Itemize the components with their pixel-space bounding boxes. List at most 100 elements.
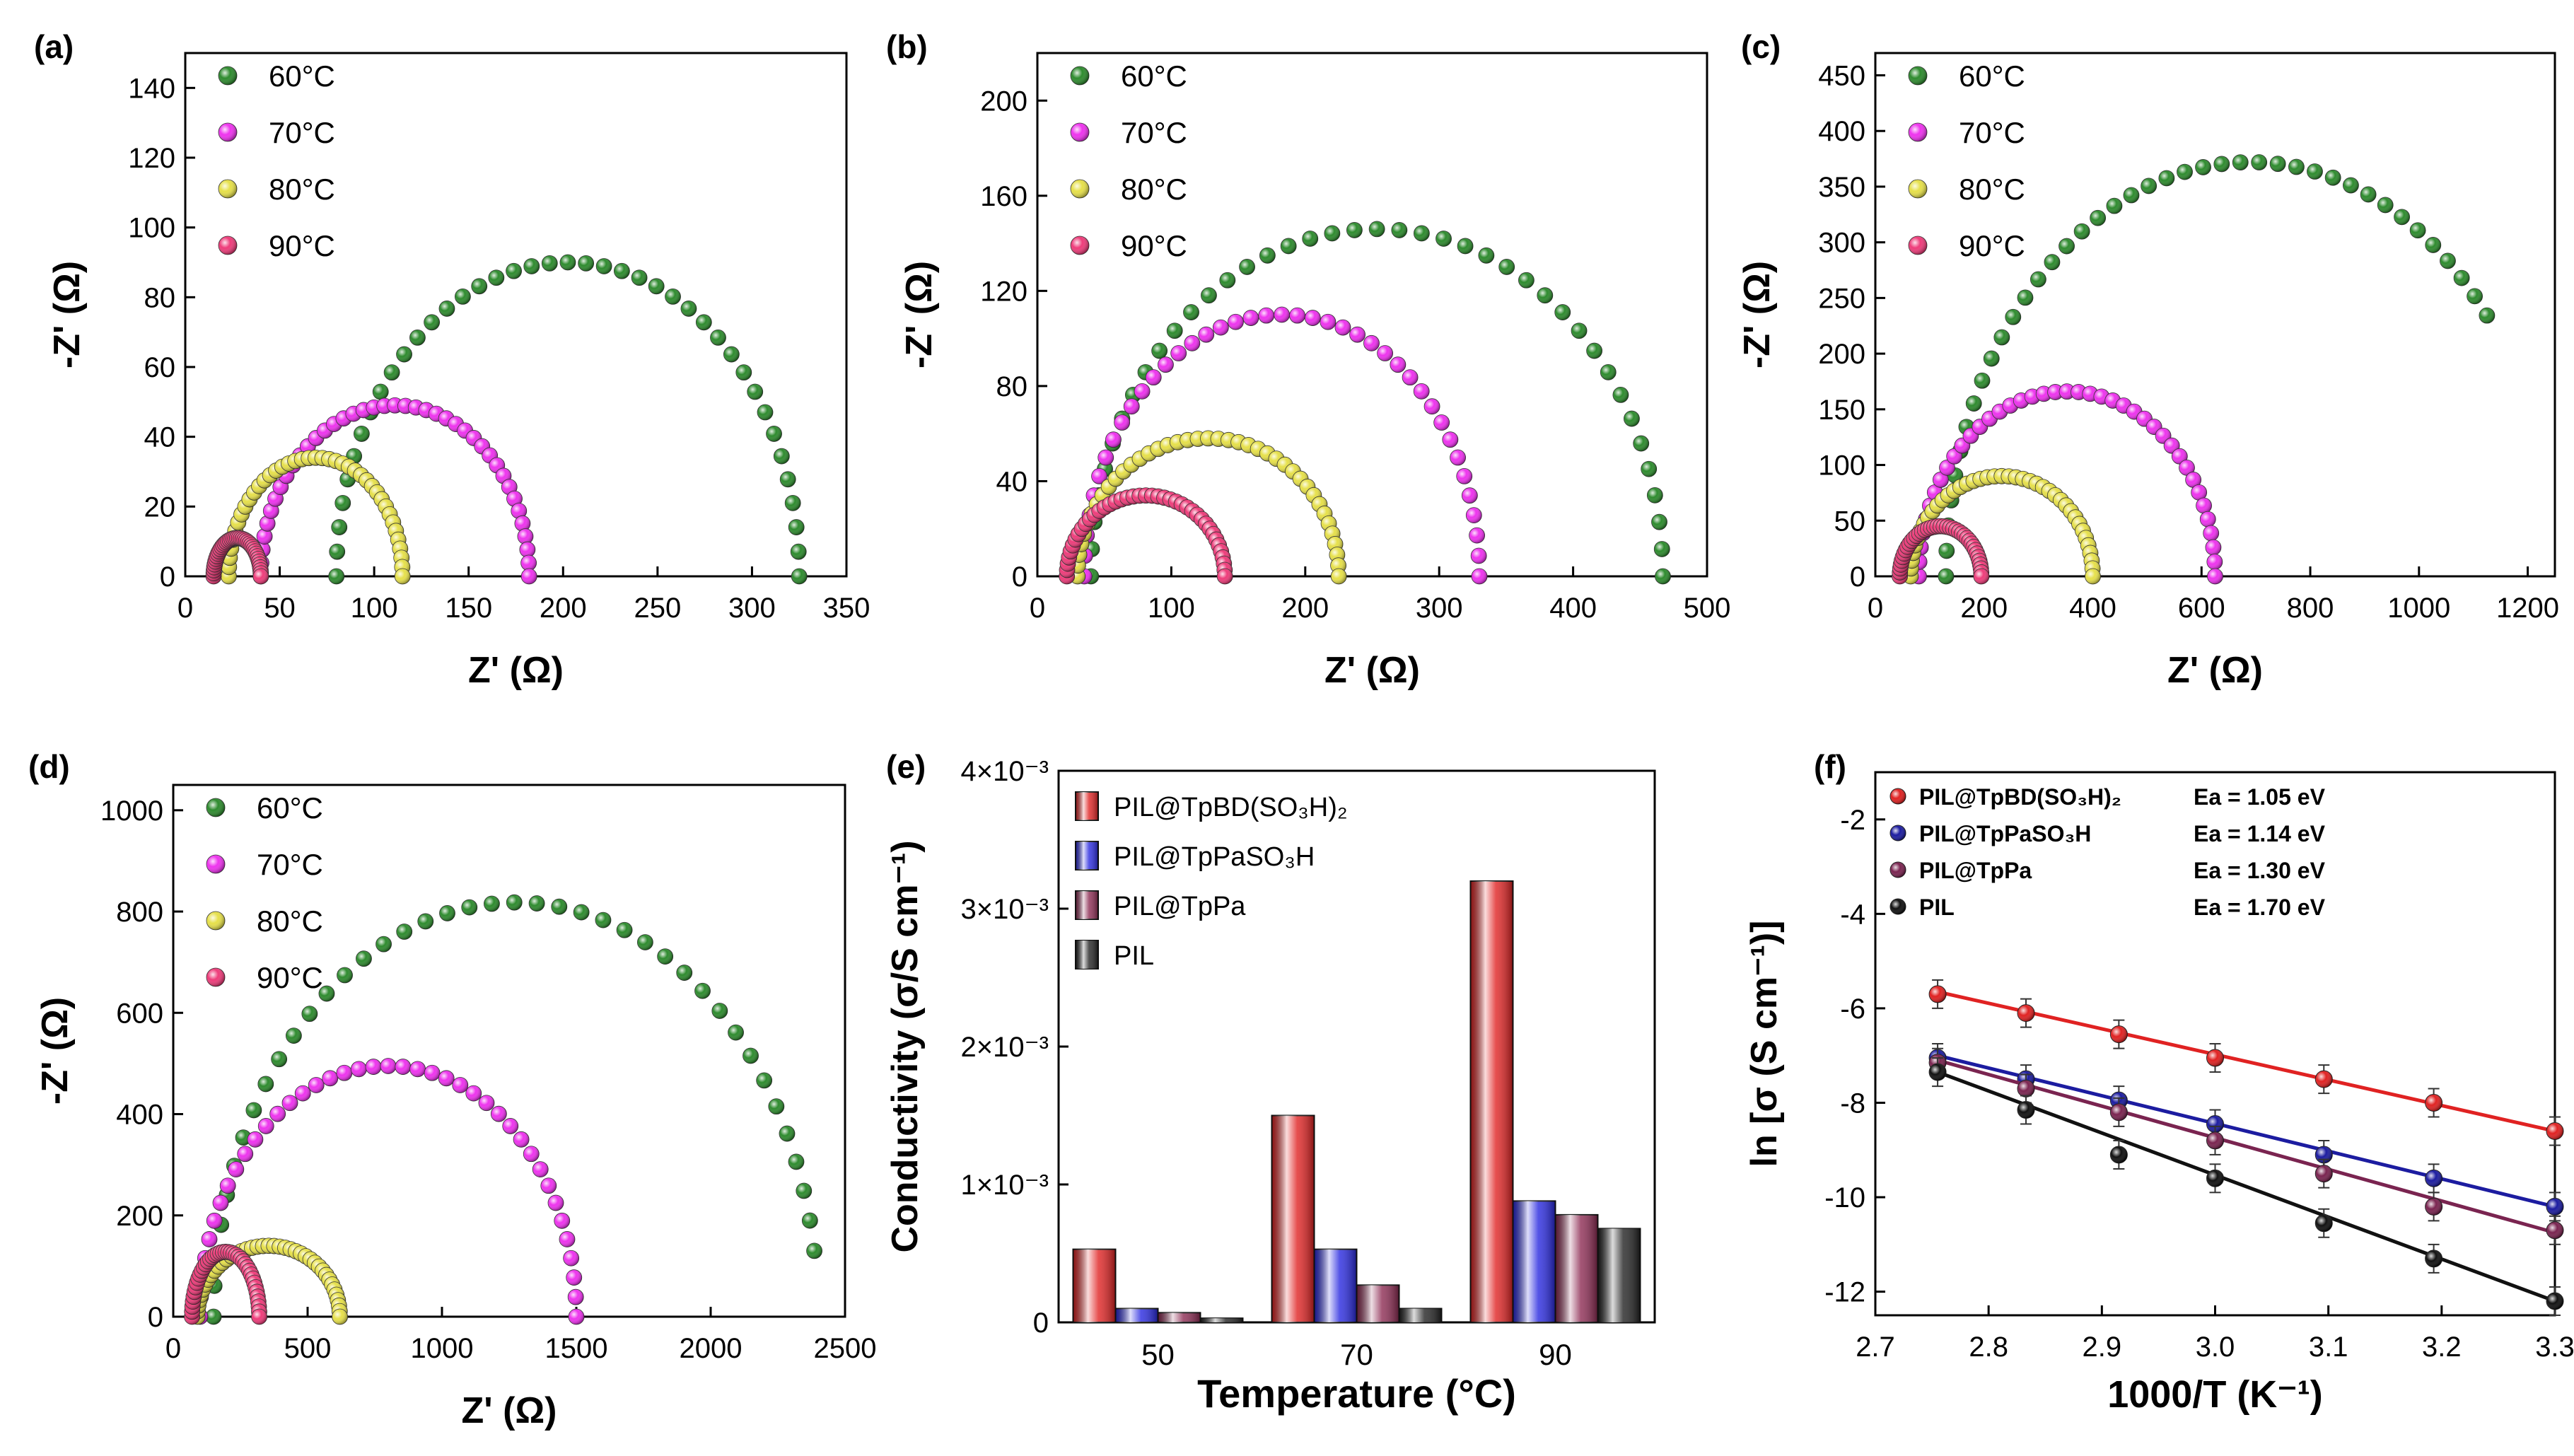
data-point-shade	[269, 1106, 286, 1122]
data-point-shade	[2377, 197, 2394, 213]
y-tick-label: 600	[116, 998, 163, 1029]
data-point-shade	[2325, 170, 2341, 186]
data-point-shade	[1302, 231, 1318, 247]
series-4	[184, 1243, 268, 1325]
y-tick-label: 160	[980, 181, 1027, 212]
data-point-shade	[336, 1065, 352, 1081]
data-point-shade	[2251, 154, 2267, 170]
legend-marker-shade	[1909, 180, 1927, 198]
x-tick-label: 2500	[814, 1333, 877, 1364]
series-4	[1928, 1057, 2564, 1316]
data-point-shade	[1966, 395, 1982, 412]
data-point-shade	[523, 1146, 540, 1162]
x-tick-label: 50	[1141, 1338, 1175, 1371]
data-point-shade	[337, 967, 353, 984]
data-point-shade	[484, 896, 500, 912]
bar-shade	[1314, 1249, 1357, 1322]
data-point-shade	[301, 1006, 318, 1022]
y-tick-label: 150	[1818, 395, 1865, 426]
data-point-shade	[1624, 411, 1640, 427]
data-point-shade	[1554, 304, 1571, 320]
data-point-shade	[532, 1161, 549, 1177]
legend-marker-shade	[1909, 123, 1927, 141]
y-tick-label: 120	[128, 143, 175, 174]
legend-label: PIL@TpBD(SO₃H)₂	[1919, 784, 2121, 810]
x-tick-label: 1000	[411, 1333, 474, 1364]
data-point-shade	[2479, 308, 2495, 324]
data-point-shade	[1105, 431, 1122, 448]
data-point-shade	[710, 330, 726, 346]
y-tick-label: 80	[996, 371, 1028, 402]
bar-shade	[1158, 1312, 1201, 1322]
legend-label: 70°C	[257, 848, 323, 881]
data-point-shade	[465, 1085, 482, 1102]
data-point-shade	[438, 301, 455, 317]
series-2	[1076, 306, 1488, 585]
data-point-shade	[1518, 272, 1534, 289]
data-point-shade	[1933, 472, 1949, 488]
bar-shade	[1555, 1214, 1598, 1322]
x-tick-label: 800	[2287, 593, 2334, 624]
x-tick-label: 1500	[545, 1333, 608, 1364]
bar-shade	[1073, 1249, 1116, 1322]
data-point-shade	[559, 255, 576, 270]
data-point-shade	[2425, 1094, 2442, 1112]
data-point-shade	[491, 1106, 507, 1122]
data-point-shade	[354, 426, 370, 442]
y-tick-label: -10	[1824, 1182, 1865, 1213]
data-point-shade	[1641, 461, 1657, 477]
data-point-shade	[263, 503, 279, 519]
series-1	[328, 254, 808, 585]
data-point-shade	[2425, 1170, 2442, 1187]
series-4	[1059, 487, 1233, 585]
y-tick-label: 4×10⁻³	[960, 756, 1049, 787]
data-point-shade	[696, 314, 712, 330]
x-tick-label: 50	[264, 593, 296, 624]
data-point-shade	[648, 278, 665, 294]
activation-energy-label: Ea = 1.14 eV	[2194, 821, 2326, 846]
y-axis-label: -Z' (Ω)	[899, 261, 940, 368]
x-axis-label: 1000/T (K⁻¹)	[2107, 1373, 2323, 1416]
data-point-shade	[488, 269, 504, 286]
x-tick-label: 0	[1868, 593, 1883, 624]
legend-marker-shade	[206, 855, 225, 873]
data-point-shade	[2343, 177, 2359, 194]
data-point-shade	[1183, 304, 1199, 320]
data-point-shade	[1537, 287, 1553, 303]
data-point-shade	[295, 1085, 311, 1102]
x-tick-label: 300	[1416, 593, 1463, 624]
x-tick-label: 350	[823, 593, 870, 624]
bar-shade	[1399, 1308, 1442, 1322]
legend-label: 90°C	[1959, 229, 2025, 262]
data-point-shade	[523, 258, 540, 274]
y-tick-label: 40	[144, 422, 176, 453]
x-tick-label: 3.3	[2535, 1332, 2574, 1363]
data-point-shade	[521, 569, 537, 584]
data-point-shade	[2200, 511, 2216, 528]
data-point-shade	[1433, 414, 1450, 431]
series-1	[1083, 221, 1671, 585]
fit-line	[1937, 1070, 2556, 1303]
x-tick-label: 2.9	[2083, 1332, 2122, 1363]
data-point-shade	[206, 1309, 221, 1324]
panel-label: (c)	[1741, 28, 1781, 65]
data-point-shade	[1242, 310, 1259, 326]
data-point-shade	[1472, 569, 1488, 584]
panel-label: (f)	[1814, 748, 1846, 785]
panel-a: (a) 0 50 100 150 200 250 300 350 0 20 40 60 80 100 120 1…	[34, 28, 870, 691]
data-point-shade	[2410, 222, 2426, 238]
data-point-shade	[2315, 1071, 2333, 1088]
data-point-shade	[1239, 259, 1255, 275]
data-point-shade	[1219, 272, 1235, 289]
data-point-shade	[1349, 327, 1365, 343]
data-point-shade	[1146, 369, 1162, 385]
data-point-shade	[766, 426, 782, 442]
legend-marker-shade	[1890, 899, 1906, 914]
data-point-shade	[2315, 1165, 2333, 1182]
legend-marker-shade	[206, 798, 225, 817]
data-point-shade	[1274, 307, 1290, 322]
data-point-shade	[1466, 507, 1482, 523]
legend-label: 70°C	[269, 116, 335, 149]
y-tick-label: 400	[1818, 116, 1865, 147]
plot-frame-d	[172, 784, 846, 1318]
